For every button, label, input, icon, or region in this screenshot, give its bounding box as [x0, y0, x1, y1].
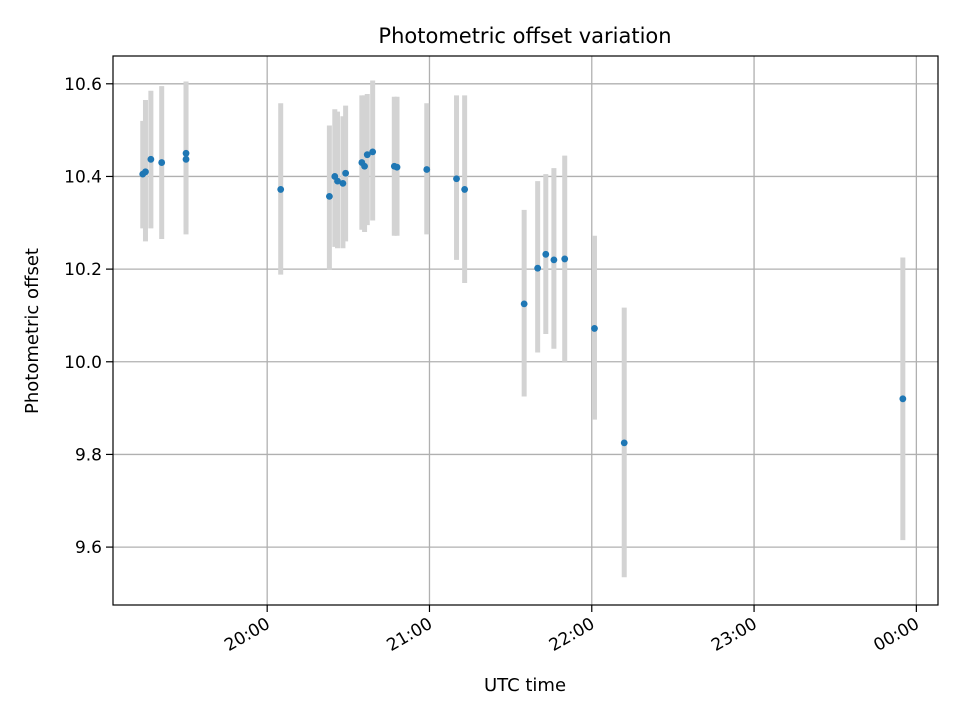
- x-axis-label: UTC time: [484, 675, 566, 696]
- y-tick-label: 9.6: [75, 538, 102, 558]
- data-point: [182, 149, 190, 157]
- data-point: [520, 300, 528, 308]
- y-tick-label: 9.8: [75, 445, 102, 465]
- data-point: [542, 250, 550, 258]
- data-point: [339, 180, 347, 187]
- y-tick-label: 10.6: [64, 75, 102, 95]
- y-tick-label: 10.2: [64, 260, 102, 280]
- data-point: [393, 163, 401, 171]
- axis-ticks: 20:00 21:00 22:00 23:00 00:00 9.6 9.8 10.0 10.2 1…: [64, 75, 923, 656]
- x-tick-label: 23:00: [708, 614, 760, 656]
- data-point: [899, 395, 907, 403]
- data-point: [325, 192, 333, 200]
- data-point: [620, 439, 628, 447]
- data-point: [423, 166, 431, 173]
- error-bars: [140, 80, 906, 578]
- data-point: [369, 148, 377, 156]
- data-point: [591, 325, 598, 332]
- chart-title: Photometric offset variation: [378, 24, 671, 48]
- y-axis-label: Photometric offset: [22, 248, 43, 414]
- data-points: [139, 148, 907, 447]
- y-tick-label: 10.0: [64, 353, 102, 373]
- x-tick-label: 20:00: [221, 614, 273, 656]
- data-point: [147, 155, 155, 163]
- x-tick-label: 22:00: [546, 614, 598, 656]
- plot-frame: [112, 55, 939, 606]
- data-point: [182, 155, 190, 163]
- x-tick-label: 21:00: [384, 614, 436, 656]
- data-point: [361, 162, 368, 170]
- data-point: [158, 159, 166, 166]
- data-point: [334, 177, 341, 185]
- data-point: [363, 151, 371, 159]
- data-point: [277, 186, 285, 193]
- data-point: [550, 256, 558, 264]
- data-point: [342, 169, 350, 177]
- data-point: [453, 175, 460, 183]
- data-point: [142, 168, 149, 176]
- data-point: [461, 186, 469, 193]
- data-point: [561, 255, 569, 263]
- x-tick-label: 00:00: [870, 614, 922, 656]
- data-point: [534, 264, 542, 272]
- y-tick-label: 10.4: [64, 167, 102, 187]
